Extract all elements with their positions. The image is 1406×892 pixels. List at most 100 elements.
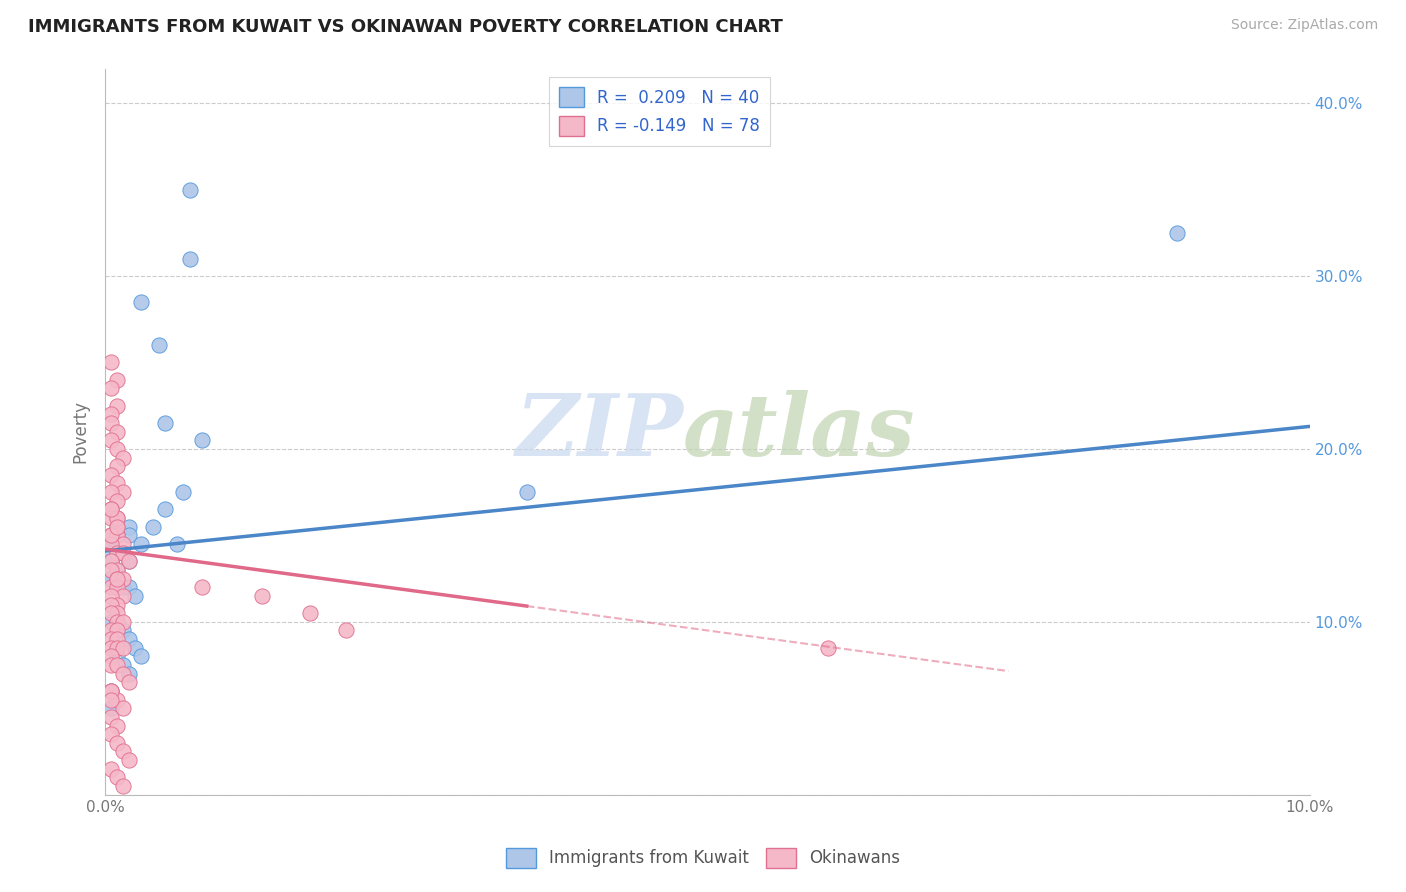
Point xyxy=(100,554,122,568)
Point xyxy=(1166,226,1188,240)
Text: atlas: atlas xyxy=(683,390,915,474)
Point xyxy=(112,640,135,655)
Point xyxy=(166,537,188,551)
Point xyxy=(105,425,128,439)
Point xyxy=(100,434,122,448)
Point xyxy=(335,624,357,638)
Point xyxy=(105,580,128,594)
Point xyxy=(118,554,141,568)
Point xyxy=(118,519,141,533)
Point xyxy=(105,598,128,612)
Point xyxy=(155,416,177,430)
Point xyxy=(112,589,135,603)
Point xyxy=(100,632,122,646)
Point xyxy=(118,528,141,542)
Point xyxy=(100,701,122,715)
Point xyxy=(100,511,122,525)
Point xyxy=(105,572,128,586)
Point xyxy=(105,632,128,646)
Point xyxy=(105,519,128,533)
Point xyxy=(131,294,153,309)
Text: ZIP: ZIP xyxy=(516,390,683,474)
Point xyxy=(105,572,128,586)
Point xyxy=(112,485,135,500)
Point xyxy=(105,373,128,387)
Point xyxy=(105,442,128,456)
Point xyxy=(100,381,122,395)
Point xyxy=(118,753,141,767)
Point xyxy=(112,701,135,715)
Point xyxy=(100,606,122,620)
Point xyxy=(124,640,146,655)
Point xyxy=(100,572,122,586)
Point xyxy=(112,546,135,560)
Point xyxy=(112,537,135,551)
Point xyxy=(105,528,128,542)
Y-axis label: Poverty: Poverty xyxy=(72,401,89,463)
Point xyxy=(105,606,128,620)
Point xyxy=(112,658,135,673)
Point xyxy=(105,476,128,491)
Point xyxy=(100,467,122,482)
Point xyxy=(118,632,141,646)
Point xyxy=(131,649,153,664)
Point xyxy=(105,736,128,750)
Point xyxy=(105,546,128,560)
Point xyxy=(100,624,122,638)
Point xyxy=(179,252,201,266)
Point xyxy=(100,537,122,551)
Point xyxy=(190,434,212,448)
Legend: Immigrants from Kuwait, Okinawans: Immigrants from Kuwait, Okinawans xyxy=(499,841,907,875)
Point xyxy=(105,546,128,560)
Point xyxy=(105,563,128,577)
Point xyxy=(112,744,135,758)
Point xyxy=(112,572,135,586)
Point xyxy=(105,519,128,533)
Point xyxy=(112,779,135,793)
Point xyxy=(100,554,122,568)
Point xyxy=(100,692,122,706)
Point xyxy=(100,537,122,551)
Point xyxy=(817,640,839,655)
Point xyxy=(100,502,122,516)
Point xyxy=(105,511,128,525)
Point xyxy=(179,182,201,196)
Point xyxy=(100,762,122,776)
Point xyxy=(100,615,122,629)
Point xyxy=(100,684,122,698)
Point xyxy=(100,416,122,430)
Point xyxy=(298,606,321,620)
Point xyxy=(100,563,122,577)
Point xyxy=(100,355,122,369)
Point xyxy=(100,580,122,594)
Point xyxy=(112,615,135,629)
Point xyxy=(100,572,122,586)
Point xyxy=(100,684,122,698)
Point xyxy=(100,528,122,542)
Point xyxy=(100,640,122,655)
Point xyxy=(142,519,165,533)
Point xyxy=(100,407,122,421)
Point xyxy=(118,554,141,568)
Point xyxy=(112,580,135,594)
Point xyxy=(105,615,128,629)
Point xyxy=(100,528,122,542)
Point xyxy=(131,537,153,551)
Point xyxy=(105,399,128,413)
Point xyxy=(105,658,128,673)
Point xyxy=(118,666,141,681)
Point xyxy=(100,727,122,741)
Point xyxy=(516,485,538,500)
Point xyxy=(105,649,128,664)
Point xyxy=(124,589,146,603)
Point xyxy=(105,528,128,542)
Point xyxy=(100,502,122,516)
Point xyxy=(105,563,128,577)
Point xyxy=(100,710,122,724)
Point xyxy=(155,502,177,516)
Point xyxy=(100,649,122,664)
Point xyxy=(100,589,122,603)
Point xyxy=(105,615,128,629)
Text: IMMIGRANTS FROM KUWAIT VS OKINAWAN POVERTY CORRELATION CHART: IMMIGRANTS FROM KUWAIT VS OKINAWAN POVER… xyxy=(28,18,783,36)
Point xyxy=(118,580,141,594)
